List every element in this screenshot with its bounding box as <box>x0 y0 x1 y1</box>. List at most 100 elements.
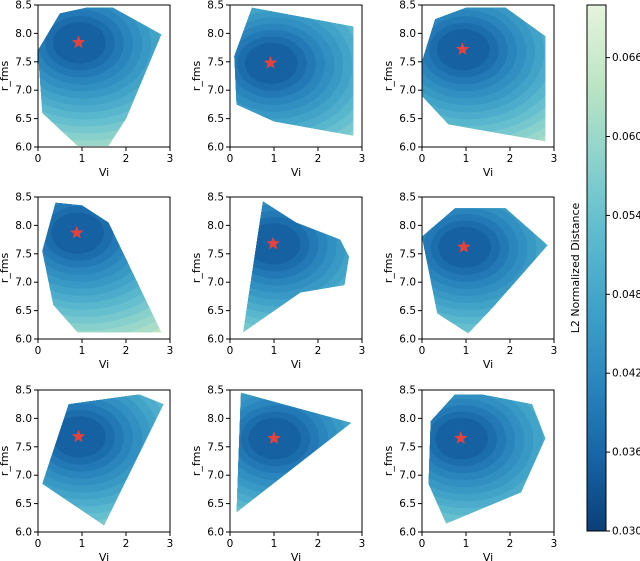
y-tick-label: 8.5 <box>207 385 224 397</box>
y-tick-label: 8.0 <box>399 28 416 40</box>
y-tick-label: 8.5 <box>207 192 224 204</box>
y-tick-label: 8.5 <box>399 192 416 204</box>
y-tick-label: 6.0 <box>399 527 416 539</box>
x-tick-label: 3 <box>167 345 174 357</box>
y-tick-label: 6.5 <box>15 305 32 317</box>
optimum-star-marker <box>455 42 470 56</box>
y-tick-label: 7.5 <box>15 248 32 260</box>
y-tick-label: 7.5 <box>207 56 224 68</box>
optimum-star-marker <box>71 429 86 443</box>
y-tick-label: 6.0 <box>15 142 32 154</box>
y-tick-label: 6.0 <box>399 142 416 154</box>
x-tick-label: 3 <box>359 538 366 550</box>
y-tick-label: 6.0 <box>15 527 32 539</box>
x-tick-label: 0 <box>419 345 426 357</box>
y-tick-label: 6.5 <box>15 498 32 510</box>
x-axis-label: Vi <box>99 551 109 561</box>
y-axis-label: r_fms <box>0 61 11 92</box>
optimum-star-marker <box>263 55 278 69</box>
y-tick-label: 7.0 <box>399 85 416 97</box>
y-tick-label: 6.5 <box>399 305 416 317</box>
x-tick-label: 1 <box>463 153 470 165</box>
y-tick-label: 6.0 <box>399 334 416 346</box>
axes-frame <box>229 196 363 340</box>
x-tick-label: 1 <box>463 538 470 550</box>
x-axis-label: Vi <box>99 358 109 371</box>
x-tick-label: 0 <box>227 153 234 165</box>
y-axis-label: r_fms <box>0 446 11 477</box>
x-tick-label: 3 <box>167 538 174 550</box>
optimum-star-marker <box>266 236 280 250</box>
axes-frame <box>421 389 555 533</box>
y-tick-label: 7.0 <box>207 85 224 97</box>
y-tick-label: 7.0 <box>399 277 416 289</box>
y-tick-label: 8.0 <box>15 28 32 40</box>
y-tick-label: 8.0 <box>15 220 32 232</box>
x-tick-label: 3 <box>551 153 558 165</box>
x-tick-label: 1 <box>271 345 278 357</box>
y-tick-label: 7.0 <box>15 85 32 97</box>
y-tick-label: 8.5 <box>15 192 32 204</box>
axes-frame <box>421 196 555 340</box>
contour-fill <box>42 202 162 333</box>
y-tick-label: 7.0 <box>207 470 224 482</box>
y-tick-label: 8.5 <box>399 385 416 397</box>
x-tick-label: 3 <box>359 153 366 165</box>
x-axis-label: Vi <box>99 166 109 179</box>
x-tick-label: 2 <box>315 153 322 165</box>
y-tick-label: 6.5 <box>399 113 416 125</box>
x-tick-label: 0 <box>419 153 426 165</box>
y-axis-label: r_fms <box>382 446 395 477</box>
y-tick-label: 7.5 <box>399 441 416 453</box>
x-tick-label: 3 <box>551 345 558 357</box>
x-tick-label: 2 <box>123 153 130 165</box>
axes-frame <box>37 389 171 533</box>
x-tick-label: 0 <box>227 345 234 357</box>
y-tick-label: 6.0 <box>15 334 32 346</box>
x-tick-label: 0 <box>227 538 234 550</box>
y-axis-label: r_fms <box>190 253 203 284</box>
x-tick-label: 2 <box>123 538 130 550</box>
x-axis-label: Vi <box>483 358 493 371</box>
optimum-star-marker <box>456 239 471 253</box>
axes-frame <box>229 389 363 533</box>
y-axis-label: r_fms <box>382 61 395 92</box>
y-tick-label: 7.5 <box>15 441 32 453</box>
x-axis-label: Vi <box>483 551 493 561</box>
y-tick-label: 6.5 <box>399 498 416 510</box>
y-tick-label: 8.0 <box>399 220 416 232</box>
y-tick-label: 8.0 <box>207 220 224 232</box>
colorbar-tick-label: 0.030 <box>612 526 640 538</box>
x-tick-label: 2 <box>315 345 322 357</box>
y-tick-label: 7.0 <box>15 470 32 482</box>
x-tick-label: 2 <box>507 345 514 357</box>
optimum-star-marker <box>69 225 84 239</box>
colorbar-tick-label: 0.066 <box>612 52 640 64</box>
y-tick-label: 7.0 <box>15 277 32 289</box>
y-tick-label: 6.0 <box>207 527 224 539</box>
x-tick-label: 1 <box>271 153 278 165</box>
y-tick-label: 7.5 <box>207 441 224 453</box>
x-tick-label: 2 <box>123 345 130 357</box>
y-axis-label: r_fms <box>382 253 395 284</box>
x-tick-label: 0 <box>419 538 426 550</box>
colorbar: 0.030 0.036 0.042 0.048 0.054 0.060 0.066 L2 No… <box>569 4 640 538</box>
x-tick-label: 1 <box>79 345 86 357</box>
axes-frame <box>37 196 171 340</box>
y-axis-label: r_fms <box>0 253 11 284</box>
axes-frame <box>229 4 363 148</box>
y-tick-label: 8.5 <box>15 0 32 12</box>
x-tick-label: 2 <box>507 153 514 165</box>
y-tick-label: 8.5 <box>15 385 32 397</box>
colorbar-tick-label: 0.048 <box>612 289 640 301</box>
y-tick-label: 7.5 <box>207 248 224 260</box>
x-axis-label: Vi <box>291 358 301 371</box>
x-tick-label: 1 <box>463 345 470 357</box>
y-axis-label: r_fms <box>190 61 203 92</box>
y-tick-label: 8.0 <box>207 28 224 40</box>
y-tick-label: 7.0 <box>399 470 416 482</box>
x-tick-label: 0 <box>35 153 42 165</box>
x-tick-label: 3 <box>359 345 366 357</box>
y-tick-label: 7.5 <box>399 248 416 260</box>
